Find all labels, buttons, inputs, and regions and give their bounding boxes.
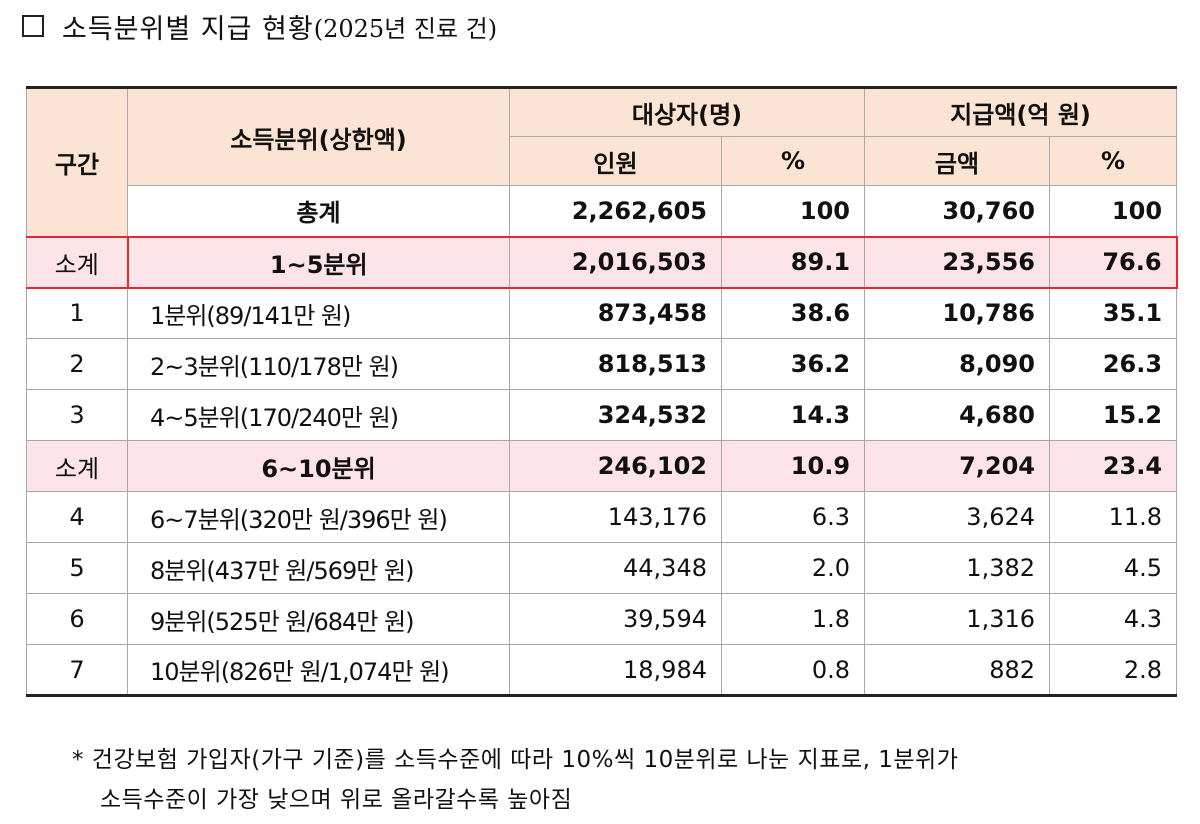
row-label: 9분위(525만 원/684만 원) <box>127 593 510 645</box>
row-persons: 246,102 <box>509 440 722 492</box>
total-pct1: 100 <box>720 185 866 237</box>
row-pct1: 38.6 <box>720 287 866 339</box>
row-amount: 10,786 <box>864 287 1051 339</box>
table-row: 소계 6~10분위 246,102 10.9 7,204 23.4 <box>26 440 1178 492</box>
row-persons: 324,532 <box>509 389 722 441</box>
row-section: 5 <box>26 542 128 594</box>
row-amount: 882 <box>864 644 1051 697</box>
row-section: 소계 <box>26 440 128 492</box>
title-suffix: (2025년 진료 건) <box>313 14 498 43</box>
row-amount: 8,090 <box>864 338 1051 390</box>
row-pct2: 2.8 <box>1049 644 1178 697</box>
page-title: 소득분위별 지급 현황 (2025년 진료 건) <box>22 6 497 46</box>
row-pct1: 14.3 <box>720 389 866 441</box>
row-label: 10분위(826만 원/1,074만 원) <box>127 644 510 697</box>
row-pct2: 26.3 <box>1049 338 1178 390</box>
table-row: 5 8분위(437만 원/569만 원) 44,348 2.0 1,382 4.… <box>26 542 1178 594</box>
row-section: 소계 <box>26 235 128 289</box>
header-targets: 대상자(명) <box>508 86 866 137</box>
row-section: 6 <box>26 593 128 645</box>
total-persons: 2,262,605 <box>509 185 722 237</box>
table-row: 7 10분위(826만 원/1,074만 원) 18,984 0.8 882 2… <box>26 644 1178 697</box>
row-amount: 1,382 <box>864 542 1051 594</box>
row-amount: 7,204 <box>864 440 1051 492</box>
footnote-line-2: 소득수준이 가장 낮으며 위로 올라갈수록 높아짐 <box>100 787 573 813</box>
row-section: 7 <box>26 644 128 697</box>
table-row: 4 6~7분위(320만 원/396만 원) 143,176 6.3 3,624… <box>26 491 1178 543</box>
table-row: 2 2~3분위(110/178만 원) 818,513 36.2 8,090 2… <box>26 338 1178 390</box>
row-persons: 2,016,503 <box>509 235 722 289</box>
row-persons: 39,594 <box>509 593 722 645</box>
row-amount: 1,316 <box>864 593 1051 645</box>
total-label: 총계 <box>127 185 510 237</box>
row-label: 1분위(89/141만 원) <box>127 287 510 339</box>
row-pct2: 11.8 <box>1049 491 1178 543</box>
title-main: 소득분위별 지급 현황 <box>62 13 314 45</box>
row-label: 4~5분위(170/240만 원) <box>127 389 510 441</box>
row-label: 8분위(437만 원/569만 원) <box>127 542 510 594</box>
header-section: 구간 <box>26 86 128 237</box>
header-decile: 소득분위(상한액) <box>127 86 510 186</box>
footnote: * 건강보험 가입자(가구 기준)를 소득수준에 따라 10%씩 10분위로 나… <box>72 740 1182 820</box>
row-section: 2 <box>26 338 128 390</box>
row-section: 3 <box>26 389 128 441</box>
row-amount: 23,556 <box>864 235 1051 289</box>
row-persons: 18,984 <box>509 644 722 697</box>
row-pct1: 1.8 <box>720 593 866 645</box>
row-pct1: 2.0 <box>720 542 866 594</box>
row-persons: 143,176 <box>509 491 722 543</box>
row-persons: 873,458 <box>509 287 722 339</box>
total-amount: 30,760 <box>864 185 1051 237</box>
row-pct2: 23.4 <box>1049 440 1178 492</box>
row-pct1: 10.9 <box>720 440 866 492</box>
total-pct2: 100 <box>1049 185 1178 237</box>
row-label: 6~10분위 <box>127 440 510 492</box>
row-section: 4 <box>26 491 128 543</box>
table-row: 6 9분위(525만 원/684만 원) 39,594 1.8 1,316 4.… <box>26 593 1178 645</box>
table-row: 3 4~5분위(170/240만 원) 324,532 14.3 4,680 1… <box>26 389 1178 441</box>
header-payments: 지급액(억 원) <box>864 86 1178 137</box>
header-persons: 인원 <box>509 136 722 186</box>
row-persons: 818,513 <box>509 338 722 390</box>
row-pct2: 4.5 <box>1049 542 1178 594</box>
header-amount: 금액 <box>864 136 1051 186</box>
table-row: 1 1분위(89/141만 원) 873,458 38.6 10,786 35.… <box>26 287 1178 339</box>
row-pct2: 15.2 <box>1049 389 1178 441</box>
row-pct2: 4.3 <box>1049 593 1178 645</box>
row-pct1: 36.2 <box>720 338 866 390</box>
row-label: 6~7분위(320만 원/396만 원) <box>127 491 510 543</box>
row-pct1: 0.8 <box>720 644 866 697</box>
row-persons: 44,348 <box>509 542 722 594</box>
header-pct1: % <box>720 136 866 186</box>
row-pct1: 6.3 <box>720 491 866 543</box>
payment-status-table: 구간 소득분위(상한액) 대상자(명) 지급액(억 원) 인원 % 금액 % 총… <box>26 86 1178 697</box>
header-pct2: % <box>1049 136 1178 186</box>
row-label: 1~5분위 <box>126 235 510 289</box>
row-pct2: 76.6 <box>1049 235 1178 289</box>
footnote-line-1: * 건강보험 가입자(가구 기준)를 소득수준에 따라 10%씩 10분위로 나… <box>72 747 959 773</box>
row-pct1: 89.1 <box>720 235 866 289</box>
row-amount: 3,624 <box>864 491 1051 543</box>
row-label: 2~3분위(110/178만 원) <box>127 338 510 390</box>
row-section: 1 <box>26 287 128 339</box>
table-row: 소계 1~5분위 2,016,503 89.1 23,556 76.6 <box>26 235 1178 289</box>
checkbox-square-icon <box>22 15 44 37</box>
row-amount: 4,680 <box>864 389 1051 441</box>
row-pct2: 35.1 <box>1049 287 1178 339</box>
